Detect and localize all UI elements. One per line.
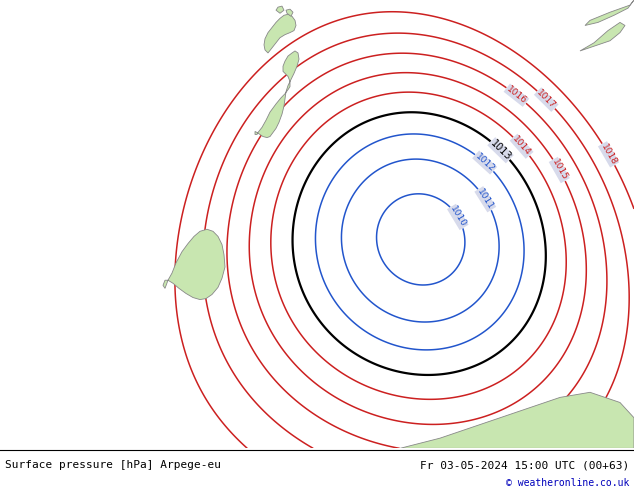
- Text: 1016: 1016: [505, 85, 528, 106]
- Text: © weatheronline.co.uk: © weatheronline.co.uk: [506, 478, 629, 488]
- Text: 1014: 1014: [510, 135, 533, 158]
- Text: 1012: 1012: [473, 151, 496, 173]
- Text: 1018: 1018: [599, 142, 618, 167]
- Text: Surface pressure [hPa] Arpege-eu: Surface pressure [hPa] Arpege-eu: [5, 460, 221, 470]
- Polygon shape: [255, 51, 299, 138]
- Polygon shape: [264, 14, 296, 53]
- Text: 1017: 1017: [535, 88, 557, 111]
- Polygon shape: [585, 0, 634, 25]
- Polygon shape: [276, 6, 284, 13]
- Polygon shape: [400, 392, 634, 448]
- Text: 1011: 1011: [476, 187, 495, 211]
- Text: 1015: 1015: [550, 158, 569, 182]
- Text: Fr 03-05-2024 15:00 UTC (00+63): Fr 03-05-2024 15:00 UTC (00+63): [420, 460, 629, 470]
- Polygon shape: [286, 9, 293, 16]
- Polygon shape: [163, 229, 225, 299]
- Text: 1013: 1013: [488, 138, 513, 162]
- Polygon shape: [580, 23, 625, 51]
- Text: 1010: 1010: [448, 205, 468, 229]
